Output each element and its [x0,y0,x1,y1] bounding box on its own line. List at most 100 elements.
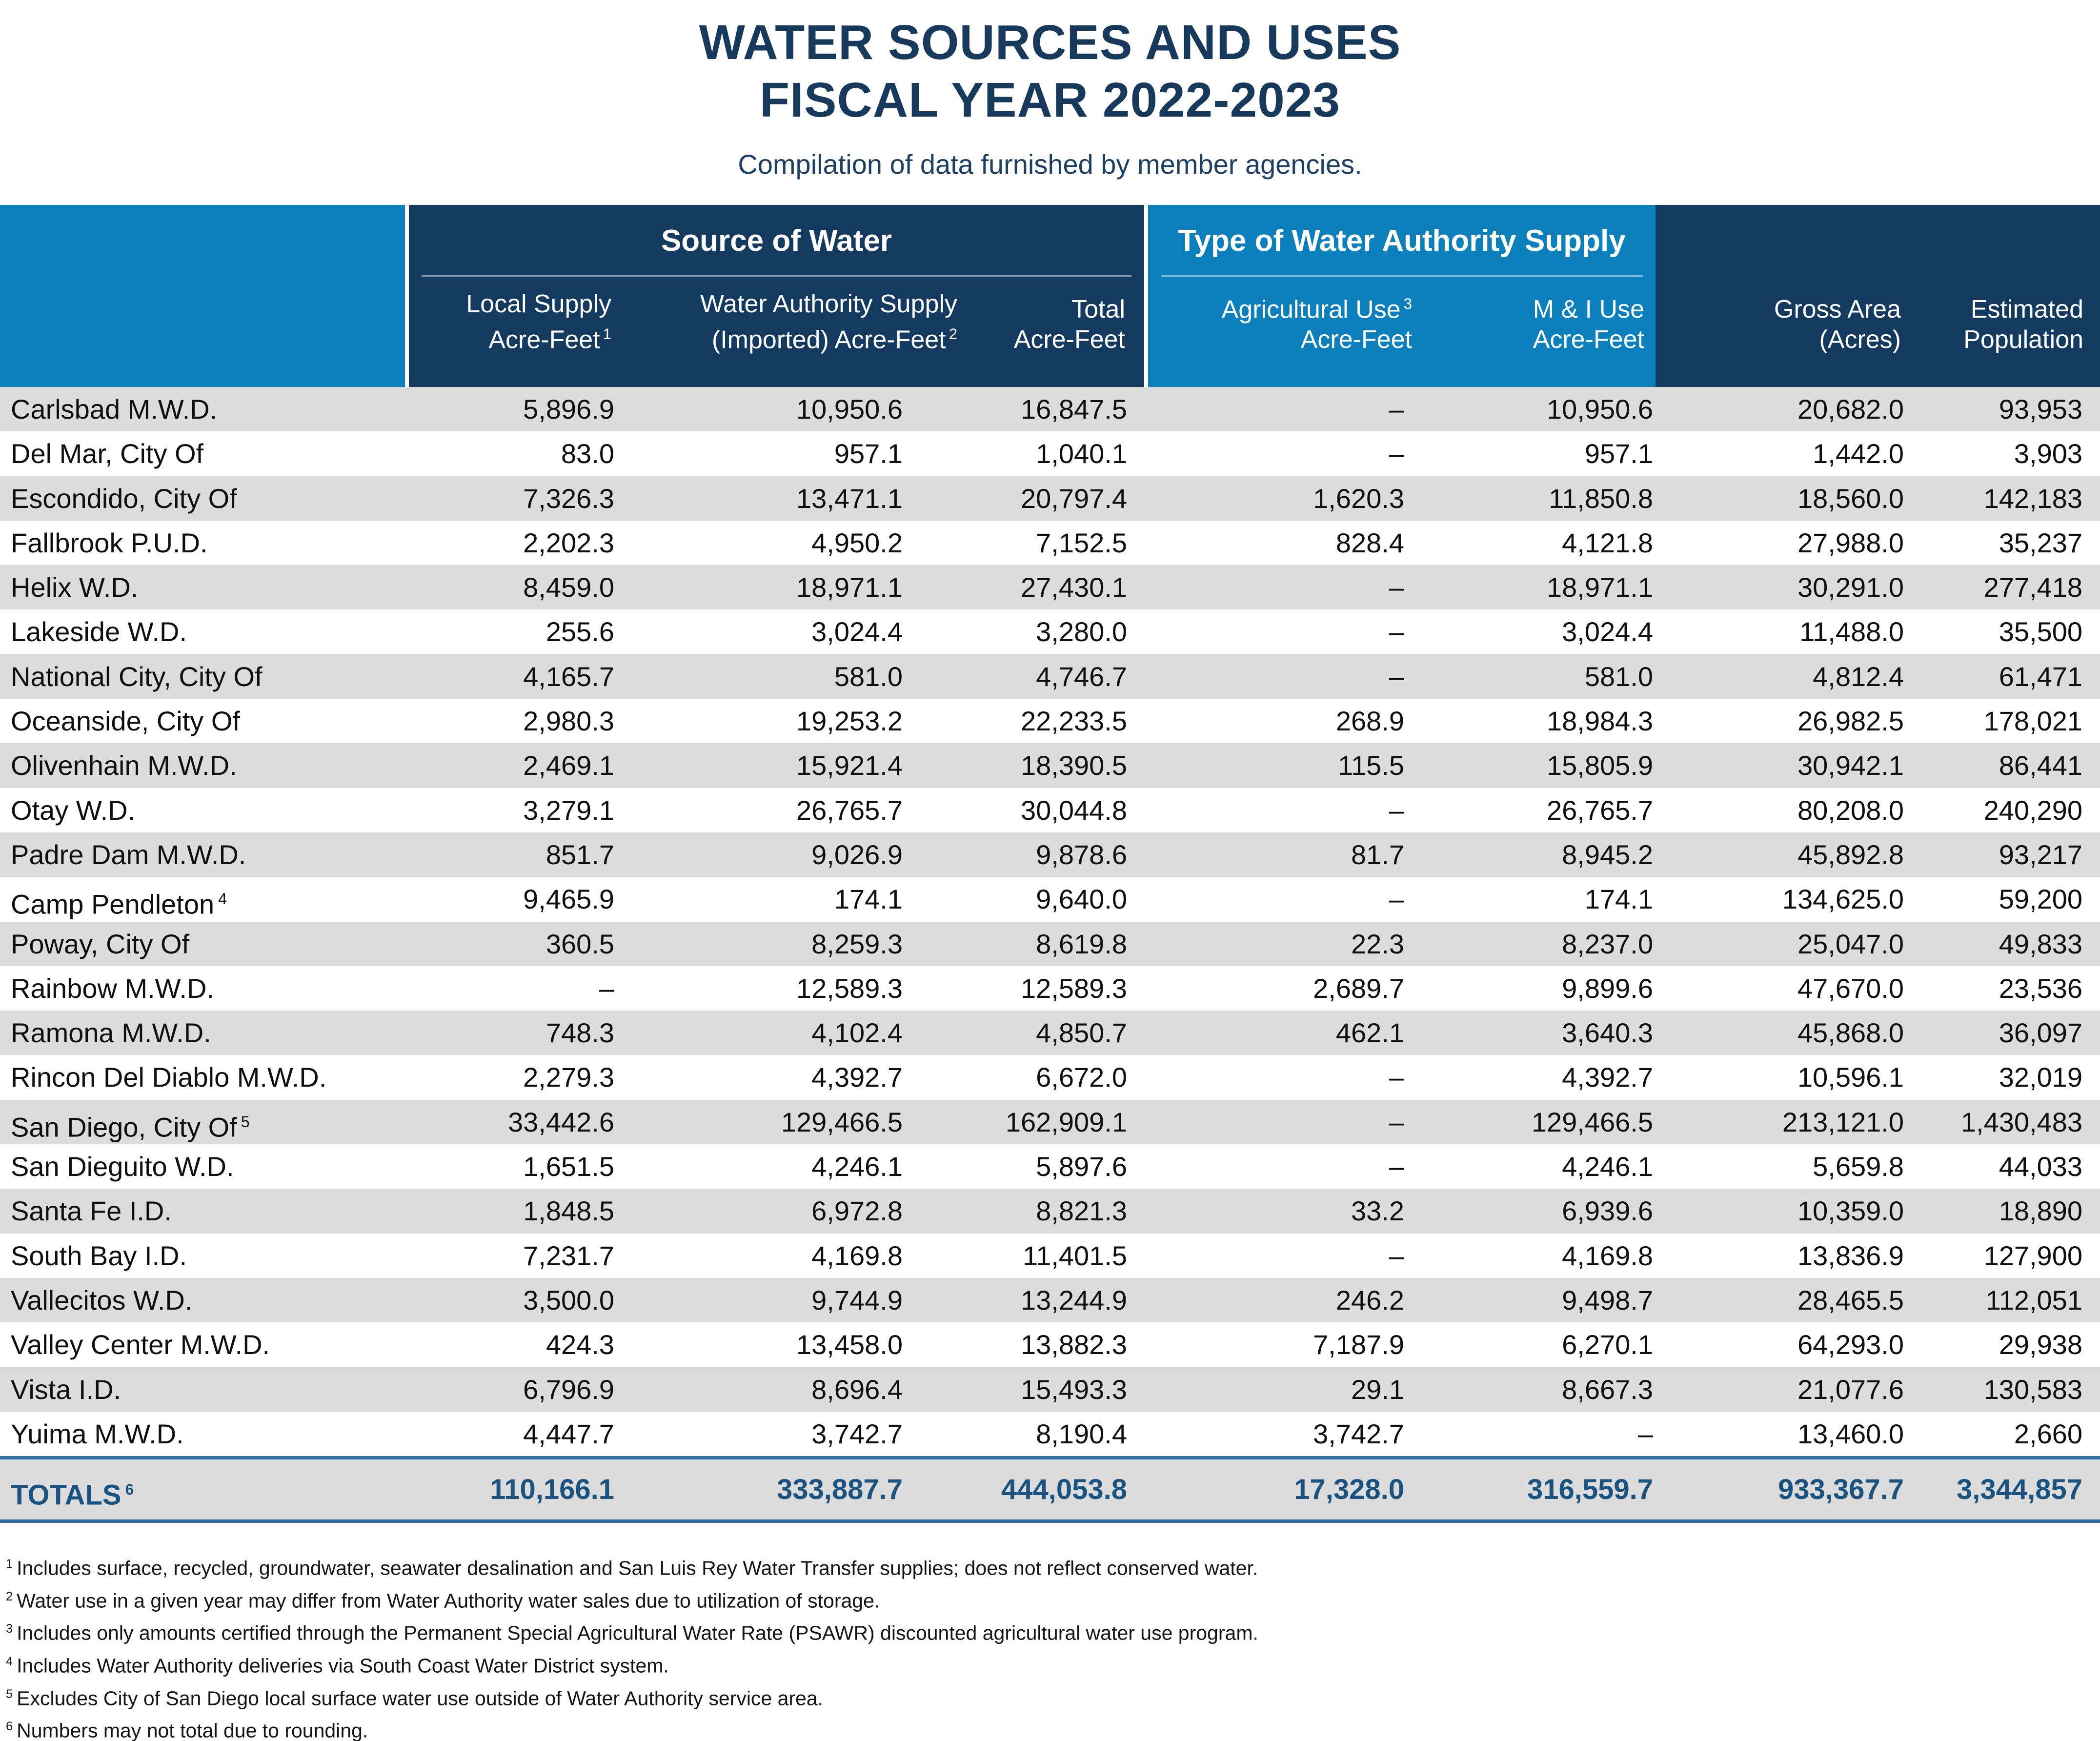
table-row: San Diego, City Of 5 33,442.6 129,466.5 162,… [0,1099,2100,1145]
cell-mi-use: 18,971.1 [1547,572,1653,603]
cell-total: 8,619.8 [1036,928,1127,959]
totals-agricultural-use: 17,328.0 [1294,1474,1404,1505]
agency-name: Del Mar, City Of [11,438,204,469]
cell-population: 142,183 [1983,483,2082,514]
agency-name: Lakeside W.D. [11,616,187,648]
cell-total: 18,390.5 [1021,750,1127,781]
totals-gross-area: 933,367.7 [1777,1474,1904,1505]
cell-mi-use: 6,939.6 [1562,1195,1653,1227]
table-row: National City, City Of 4,165.7 581.0 4,746.… [0,654,2100,699]
cell-water-authority-supply: 4,102.4 [811,1017,903,1049]
cell-mi-use: 6,270.1 [1562,1329,1653,1360]
cell-gross-area: 11,488.0 [1799,616,1904,648]
cell-population: 3,903 [2014,438,2082,469]
cell-agricultural-use: – [1389,1240,1404,1271]
totals-label: TOTALS 6 [11,1479,134,1511]
cell-gross-area: 5,659.8 [1813,1151,1904,1182]
cell-water-authority-supply: 174.1 [834,884,903,915]
cell-local-supply: 7,231.7 [523,1240,614,1271]
agency-name: Rincon Del Diablo M.W.D. [11,1062,327,1093]
cell-mi-use: 8,667.3 [1562,1374,1653,1405]
totals-population: 3,344,857 [1956,1474,2082,1505]
cell-mi-use: 4,121.8 [1562,527,1653,558]
table-row: San Dieguito W.D. 1,651.5 4,246.1 5,897.6 – 4… [0,1144,2100,1189]
cell-gross-area: 25,047.0 [1797,928,1904,959]
cell-water-authority-supply: 8,259.3 [811,928,903,959]
cell-population: 35,237 [1999,527,2082,558]
cell-population: 18,890 [1999,1195,2082,1227]
cell-total: 3,280.0 [1036,616,1127,648]
totals-mi-use: 316,559.7 [1527,1474,1653,1505]
cell-population: 2,660 [2014,1418,2082,1449]
cell-gross-area: 10,596.1 [1797,1062,1904,1093]
agency-name: Ramona M.W.D. [11,1017,211,1049]
agency-name: Helix W.D. [11,572,139,603]
cell-local-supply: 851.7 [545,839,614,870]
cell-population: 35,500 [1999,616,2082,648]
footnotes: 1 Includes surface, recycled, groundwater… [6,1550,2055,1741]
cell-water-authority-supply: 8,696.4 [811,1374,903,1405]
header-block-agency [0,205,405,387]
footnote-3: 3 Includes only amounts certified through… [6,1621,1258,1644]
cell-local-supply: 7,326.3 [523,483,614,514]
table-row: Escondido, City Of 7,326.3 13,471.1 20,797.… [0,476,2100,521]
table-row: Lakeside W.D. 255.6 3,024.4 3,280.0 – 3,024.4… [0,609,2100,654]
cell-water-authority-supply: 4,950.2 [811,527,903,558]
cell-total: 8,821.3 [1036,1195,1127,1227]
cell-agricultural-use: 22.3 [1351,928,1404,959]
agency-name: Rainbow M.W.D. [11,972,214,1004]
cell-agricultural-use: 462.1 [1335,1017,1404,1049]
cell-local-supply: 3,500.0 [523,1284,614,1316]
table-row: Otay W.D. 3,279.1 26,765.7 30,044.8 – 26,765.… [0,788,2100,832]
cell-agricultural-use: 29.1 [1351,1374,1404,1405]
cell-agricultural-use: – [1389,1151,1404,1182]
cell-water-authority-supply: 18,971.1 [796,572,903,603]
agency-name: Vista I.D. [11,1374,121,1405]
cell-water-authority-supply: 581.0 [834,661,903,692]
footnote-1: 1 Includes surface, recycled, groundwater… [6,1557,1258,1579]
agency-name: Olivenhain M.W.D. [11,750,237,781]
cell-water-authority-supply: 3,742.7 [811,1418,903,1449]
cell-population: 1,430,483 [1960,1106,2082,1137]
cell-agricultural-use: – [1389,794,1404,826]
cell-agricultural-use: – [1389,616,1404,648]
cell-gross-area: 45,892.8 [1797,839,1904,870]
cell-total: 20,797.4 [1021,483,1127,514]
table-row: Camp Pendleton 4 9,465.9 174.1 9,640.0 – 174.1… [0,877,2100,921]
cell-population: 127,900 [1983,1240,2082,1271]
cell-mi-use: 10,950.6 [1547,394,1653,425]
cell-agricultural-use: – [1389,438,1404,469]
cell-gross-area: 47,670.0 [1797,972,1904,1004]
cell-mi-use: – [1637,1418,1653,1449]
cell-agricultural-use: 1,620.3 [1313,483,1404,514]
cell-mi-use: 581.0 [1584,661,1653,692]
column-header-total: Total Acre-Feet [1013,295,1125,354]
table-row: Valley Center M.W.D. 424.3 13,458.0 13,882.… [0,1322,2100,1367]
cell-agricultural-use: – [1389,394,1404,425]
cell-gross-area: 10,359.0 [1797,1195,1904,1227]
cell-agricultural-use: 268.9 [1335,706,1404,737]
cell-total: 1,040.1 [1036,438,1127,469]
cell-population: 44,033 [1999,1151,2082,1182]
agency-name: National City, City Of [11,661,262,692]
cell-mi-use: 3,640.3 [1562,1017,1653,1049]
cell-mi-use: 4,392.7 [1562,1062,1653,1093]
cell-local-supply: 748.3 [545,1017,614,1049]
cell-local-supply: 2,279.3 [523,1062,614,1093]
footnote-marker: 5 [241,1113,250,1131]
cell-water-authority-supply: 26,765.7 [796,794,903,826]
cell-local-supply: 9,465.9 [523,884,614,915]
header-divider [422,275,1131,277]
cell-water-authority-supply: 9,744.9 [811,1284,903,1316]
cell-local-supply: 424.3 [545,1329,614,1360]
table-row: Helix W.D. 8,459.0 18,971.1 27,430.1 – 18,971… [0,565,2100,610]
cell-gross-area: 18,560.0 [1797,483,1904,514]
cell-gross-area: 26,982.5 [1797,706,1904,737]
cell-water-authority-supply: 4,169.8 [811,1240,903,1271]
cell-population: 240,290 [1983,794,2082,826]
agency-name: Carlsbad M.W.D. [11,394,218,425]
totals-row: TOTALS 6 110,166.1 333,887.7 444,053.8 17… [0,1456,2100,1523]
cell-local-supply: 3,279.1 [523,794,614,826]
agency-name: South Bay I.D. [11,1240,187,1271]
page-subtitle: Compilation of data furnished by member … [738,149,1362,180]
